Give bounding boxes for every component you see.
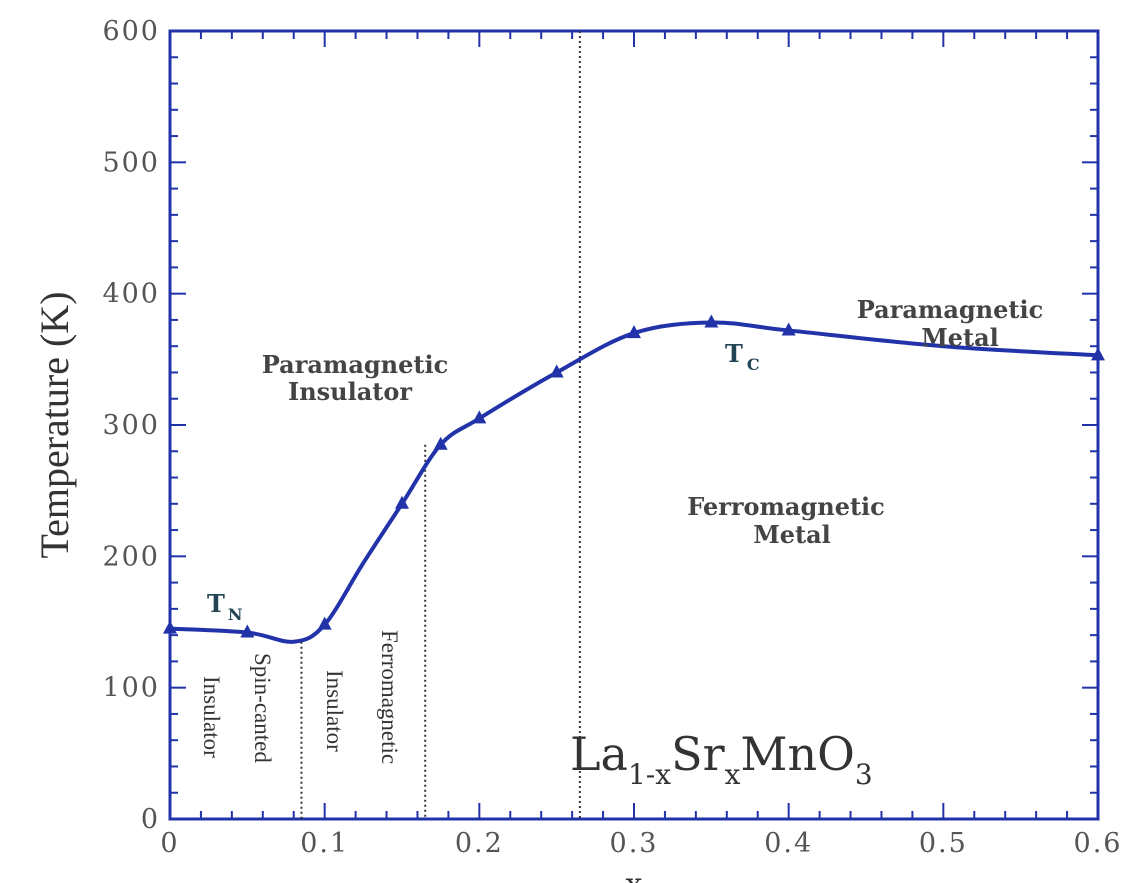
vregion-ferromagnetic: Ferromagnetic xyxy=(377,630,402,764)
y-tick-label: 500 xyxy=(102,147,160,178)
data-point xyxy=(317,616,332,630)
region-fm-metal-line2: Metal xyxy=(753,520,831,549)
region-pm-metal-line1: Paramagnetic xyxy=(857,295,1043,324)
x-tick-label: 0.5 xyxy=(919,828,968,859)
x-tick-label: 0.3 xyxy=(610,828,659,859)
data-point xyxy=(627,325,641,339)
data-point xyxy=(781,322,796,336)
region-pm-insulator-line2: Insulator xyxy=(288,377,412,406)
data-point xyxy=(240,624,255,638)
data-point xyxy=(704,314,719,328)
x-tick-label: 0 xyxy=(160,828,179,859)
y-axis-label: Temperature (K) xyxy=(32,291,77,558)
x-tick-label: 0.4 xyxy=(764,828,813,859)
data-point xyxy=(549,364,564,378)
x-tick-label: 0.2 xyxy=(455,828,504,859)
axis-ticks xyxy=(169,30,1099,820)
x-tick-label: 0.1 xyxy=(300,828,349,859)
vregion-insulator: Insulator xyxy=(199,676,224,758)
y-tick-labels: 0 100 200 300 400 500 600 xyxy=(102,16,160,835)
y-tick-label: 100 xyxy=(102,673,160,704)
region-fm-metal-line1: Ferromagnetic xyxy=(687,492,885,521)
y-tick-label: 200 xyxy=(102,541,160,572)
x-axis-label: x xyxy=(626,867,643,883)
data-point xyxy=(433,436,448,450)
data-point xyxy=(163,620,177,634)
y-tick-label: 0 xyxy=(141,804,160,835)
data-markers xyxy=(163,314,1105,638)
compound-formula: La1-xSrxMnO3 xyxy=(570,727,873,791)
x-tick-label: 0.6 xyxy=(1074,828,1121,859)
plot-frame xyxy=(168,29,1100,821)
vregion-spin-canted: Spin-canted xyxy=(250,653,275,763)
y-tick-label: 400 xyxy=(102,279,160,310)
y-tick-label: 300 xyxy=(102,410,160,441)
data-point xyxy=(1091,347,1105,361)
region-pm-metal-line2: Metal xyxy=(921,323,999,352)
phase-dividers xyxy=(300,31,581,819)
data-point xyxy=(472,410,487,424)
region-pm-insulator-line1: Paramagnetic xyxy=(262,350,448,379)
data-point xyxy=(395,495,409,509)
vregion-insulator2: Insulator xyxy=(322,670,347,752)
y-tick-label: 600 xyxy=(102,16,160,47)
x-tick-labels: 0 0.1 0.2 0.3 0.4 0.5 0.6 xyxy=(160,828,1121,859)
